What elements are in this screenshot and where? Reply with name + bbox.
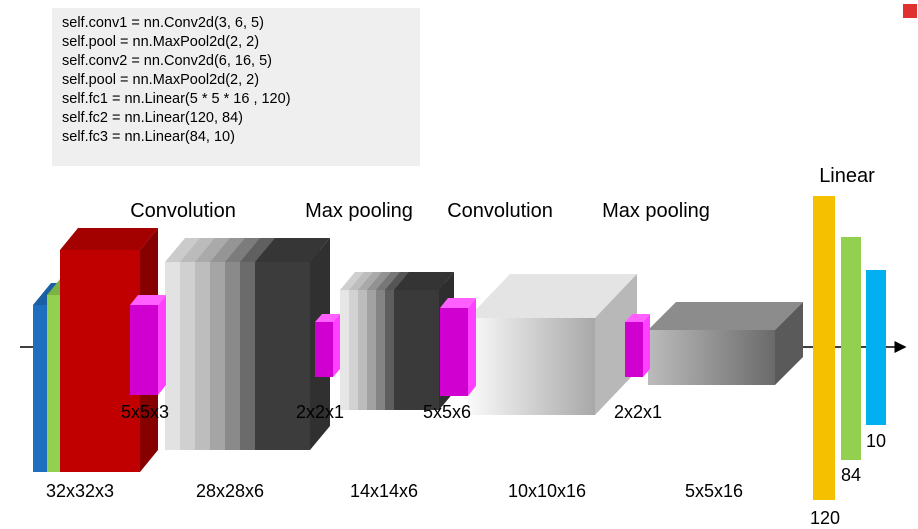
labels: self.conv1 = nn.Conv2d(3, 6, 5) self.poo… (46, 15, 886, 528)
code-line: self.pool = nn.MaxPool2d(2, 2) (62, 34, 259, 50)
size-label: 28x28x6 (196, 481, 264, 501)
stage-label: Convolution (130, 200, 236, 222)
code-line: self.conv1 = nn.Conv2d(3, 6, 5) (62, 15, 264, 31)
kernel-top (315, 314, 340, 322)
conv-volume-top (468, 274, 637, 318)
conv-volume-side (595, 274, 637, 415)
kernel (625, 322, 643, 377)
kernel-top (130, 295, 166, 305)
kernel (440, 308, 468, 396)
pool-volume (648, 330, 775, 385)
stage-label: Linear (819, 165, 875, 187)
fc-bar (813, 196, 835, 500)
kernel-side (468, 298, 476, 396)
conv-volume (468, 318, 595, 415)
feature-map-top (255, 238, 330, 262)
kernel-top (440, 298, 476, 308)
code-box (52, 8, 420, 166)
feature-map (394, 290, 439, 410)
fc-bar (866, 270, 886, 425)
kernel-label: 2x2x1 (614, 402, 662, 422)
input-sheet-top (60, 228, 158, 250)
stage-label: Max pooling (305, 200, 413, 222)
kernel (315, 322, 333, 377)
kernel-side (333, 314, 340, 377)
stage-label: Convolution (447, 200, 553, 222)
size-label: 14x14x6 (350, 481, 418, 501)
kernel-label: 5x5x6 (423, 402, 471, 422)
pool-volume-side (775, 302, 803, 385)
fc-bar (841, 237, 861, 460)
size-label: 5x5x16 (685, 481, 743, 501)
kernel-side (158, 295, 166, 395)
kernel-side (643, 314, 650, 377)
kernel (130, 305, 158, 395)
fc-label: 84 (841, 465, 861, 485)
code-line: self.conv2 = nn.Conv2d(6, 16, 5) (62, 53, 272, 69)
code-line: self.pool = nn.MaxPool2d(2, 2) (62, 72, 259, 88)
fc-label: 120 (810, 508, 840, 528)
kernel-label: 2x2x1 (296, 402, 344, 422)
corner-mark (903, 4, 917, 18)
feature-map (255, 262, 310, 450)
feature-map-top (394, 272, 454, 290)
input-sheet (60, 250, 140, 472)
code-line: self.fc3 = nn.Linear(84, 10) (62, 129, 235, 145)
kernel-top (625, 314, 650, 322)
kernel-label: 5x5x3 (121, 402, 169, 422)
code-line: self.fc1 = nn.Linear(5 * 5 * 16 , 120) (62, 91, 291, 107)
fc-label: 10 (866, 431, 886, 451)
size-label: 32x32x3 (46, 481, 114, 501)
layers (33, 196, 886, 500)
size-label: 10x10x16 (508, 481, 586, 501)
pool-volume-top (648, 302, 803, 330)
stage-label: Max pooling (602, 200, 710, 222)
code-line: self.fc2 = nn.Linear(120, 84) (62, 110, 243, 126)
